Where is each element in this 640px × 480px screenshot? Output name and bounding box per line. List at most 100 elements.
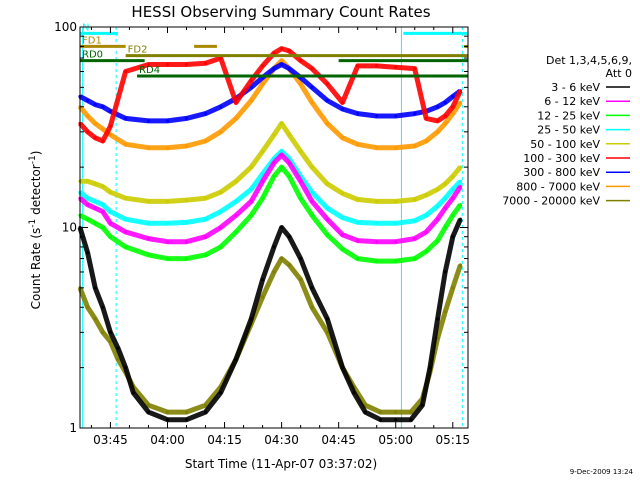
series-line (77, 218, 463, 423)
series-point (363, 410, 367, 414)
y-axis-label-sup: -1 (28, 219, 38, 228)
series-group (78, 164, 463, 264)
series-point (280, 47, 284, 51)
legend-entry-label: 50 - 100 keV (530, 138, 600, 151)
series-point (451, 105, 455, 109)
series-point (86, 203, 90, 207)
series-point (340, 191, 345, 195)
series-point (436, 217, 440, 221)
series-point (93, 317, 97, 321)
series-point (436, 317, 440, 321)
flag-bar: RD0 (80, 50, 468, 63)
series-point (413, 197, 417, 202)
series-point (261, 149, 265, 153)
series-point (356, 220, 360, 224)
series-point (203, 196, 208, 200)
series-line (77, 256, 463, 415)
series-point (280, 257, 284, 261)
series-point (356, 112, 360, 116)
series-point (451, 213, 455, 217)
flag-label: FD2 (128, 45, 148, 56)
series-point (325, 121, 329, 126)
y-tick-label: 100 (54, 20, 77, 34)
series-point (86, 130, 90, 134)
series-point (413, 219, 417, 223)
series-point (234, 213, 238, 217)
series-point (394, 240, 398, 244)
series-point (101, 127, 105, 131)
series-point (184, 144, 189, 148)
series-point (375, 114, 379, 118)
series-point (86, 114, 90, 118)
series-point (101, 225, 105, 230)
series-point (394, 199, 398, 203)
series-point (234, 357, 238, 361)
series-point (394, 418, 398, 422)
series-point (443, 114, 447, 118)
series-group (77, 217, 463, 423)
series-point (219, 245, 223, 249)
series-point (124, 230, 128, 234)
series-point (310, 305, 314, 309)
series-point (299, 196, 303, 200)
series-line (78, 46, 463, 144)
x-tick-label: 03:45 (93, 433, 128, 447)
series-point (261, 64, 265, 68)
series-point (310, 213, 314, 217)
series-point (375, 221, 379, 225)
series-point (219, 225, 223, 230)
series-point (458, 165, 462, 169)
series-point (378, 410, 383, 414)
series-point (219, 190, 223, 194)
series-point (272, 161, 276, 165)
series-point (299, 278, 303, 282)
series-point (249, 213, 253, 217)
series-point (394, 221, 398, 225)
series-point (108, 221, 112, 225)
series-point (234, 100, 238, 105)
series-point (310, 286, 314, 290)
series-point (261, 179, 265, 183)
series-point (287, 49, 291, 53)
series-point (325, 330, 329, 334)
series-point (261, 196, 265, 200)
series-point (165, 410, 170, 414)
series-group (78, 148, 463, 226)
series-point (184, 257, 189, 261)
series-point (325, 82, 329, 86)
series-point (219, 56, 223, 60)
series-point (352, 391, 356, 395)
series-group (78, 62, 462, 124)
series-point (443, 100, 447, 105)
series-point (310, 190, 314, 194)
series-point (280, 153, 284, 157)
series-point (165, 418, 170, 422)
series-point (436, 105, 440, 109)
series-point (203, 253, 208, 257)
series-point (443, 196, 447, 200)
series-point (394, 114, 398, 118)
series-point (146, 119, 151, 123)
series-point (287, 67, 291, 71)
series-point (340, 107, 345, 111)
series-point (325, 233, 329, 237)
legend-entry-label: 7000 - 20000 keV (502, 195, 600, 208)
legend-entry-label: 12 - 25 keV (537, 109, 600, 122)
series-point (428, 366, 432, 370)
series-point (424, 213, 428, 217)
series-point (287, 263, 291, 267)
series-point (86, 251, 90, 255)
series-point (261, 82, 265, 86)
series-point (451, 187, 455, 191)
series-point (356, 142, 360, 146)
series-point (203, 217, 208, 221)
series-point (375, 64, 379, 68)
x-tick-label: 05:15 (435, 433, 470, 447)
series-line (78, 152, 463, 245)
series-point (146, 403, 151, 407)
series-point (93, 286, 97, 290)
x-tick-label: 04:00 (150, 433, 185, 447)
series-point (287, 174, 291, 178)
series-point (420, 403, 424, 407)
series-point (443, 310, 447, 314)
